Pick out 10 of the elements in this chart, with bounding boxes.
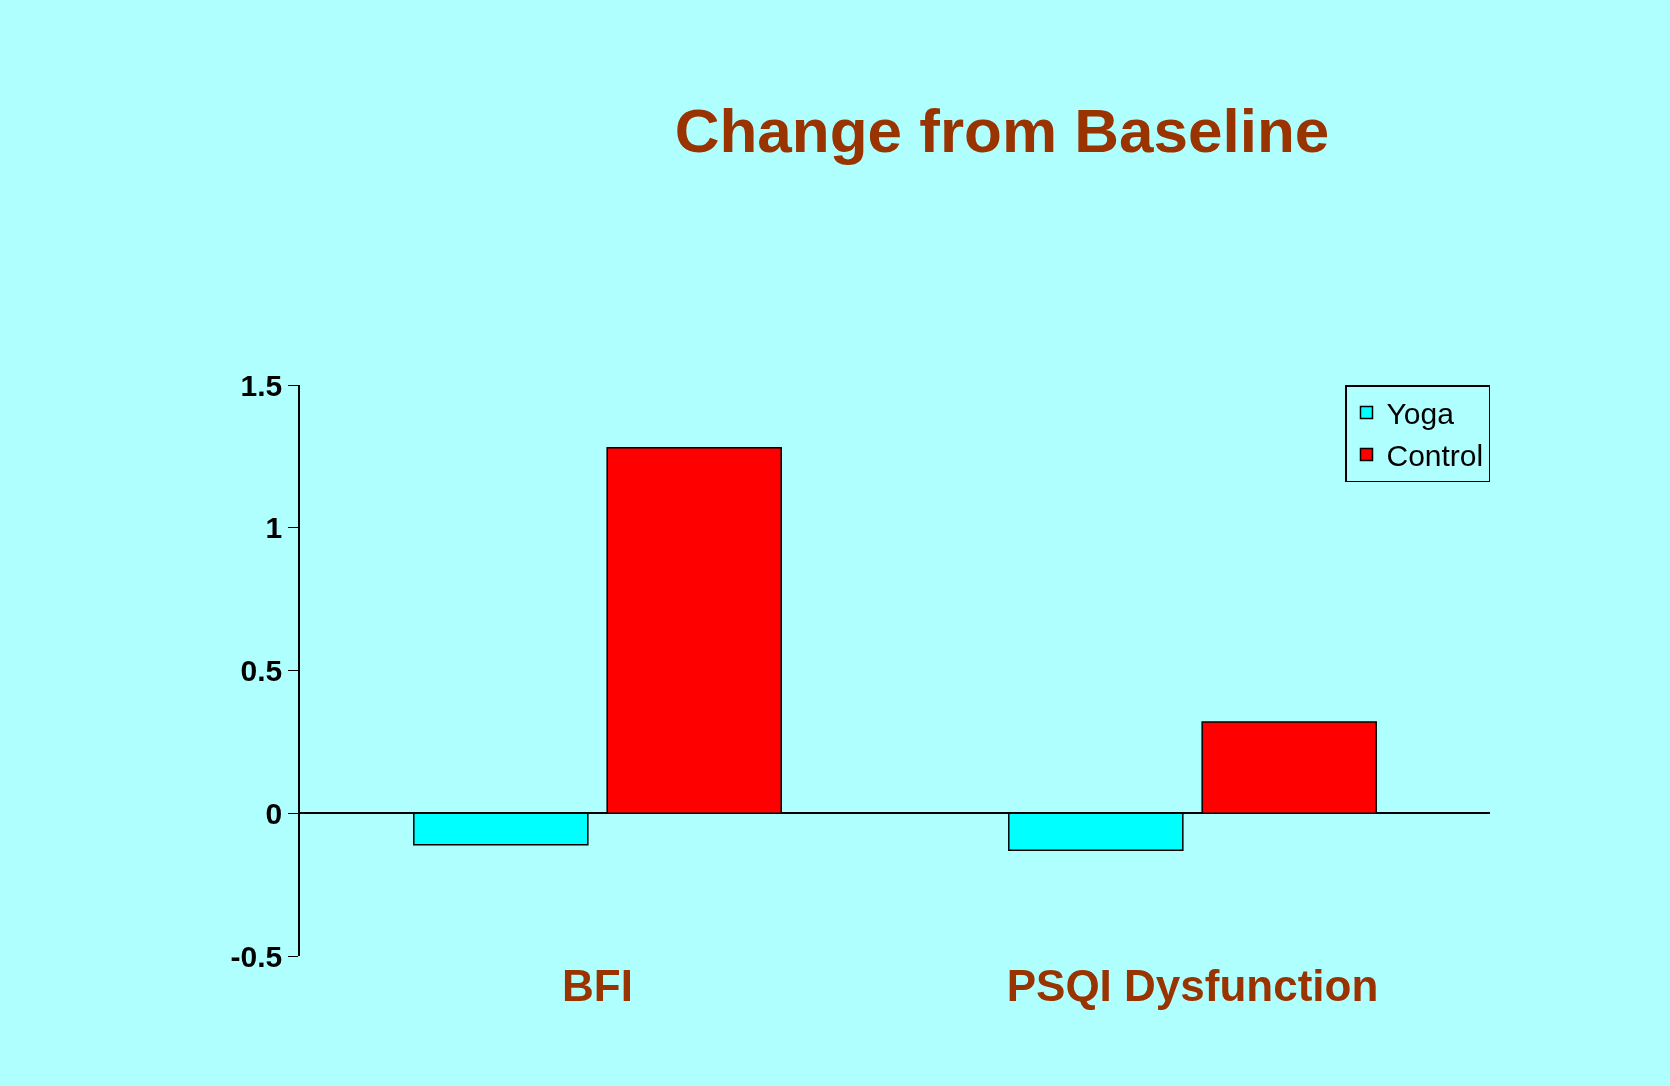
y-tick-label: 0: [265, 796, 283, 830]
legend-label: Control: [1386, 439, 1484, 473]
y-tick-label: -0.5: [230, 939, 283, 973]
legend-label: Yoga: [1386, 397, 1455, 431]
y-tick-label: 1: [265, 511, 283, 545]
chart-title: Change from Baseline: [674, 96, 1330, 165]
x-tick-label: PSQI Dysfunction: [1006, 961, 1379, 1010]
x-tick-label: BFI: [562, 961, 633, 1010]
y-tick-label: 1.5: [240, 368, 283, 402]
y-tick-label: 0.5: [240, 654, 283, 687]
